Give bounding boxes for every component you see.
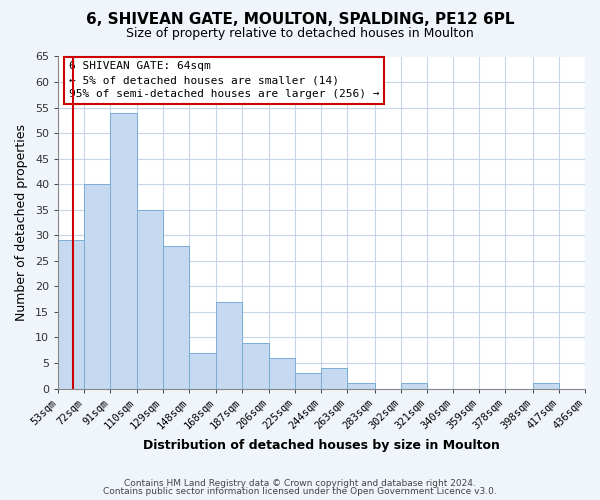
Bar xyxy=(533,384,559,388)
Bar xyxy=(401,384,427,388)
Text: Contains HM Land Registry data © Crown copyright and database right 2024.: Contains HM Land Registry data © Crown c… xyxy=(124,478,476,488)
Bar xyxy=(58,240,84,388)
Bar xyxy=(137,210,163,388)
Text: 6 SHIVEAN GATE: 64sqm
← 5% of detached houses are smaller (14)
95% of semi-detac: 6 SHIVEAN GATE: 64sqm ← 5% of detached h… xyxy=(68,62,379,100)
Text: Contains public sector information licensed under the Open Government Licence v3: Contains public sector information licen… xyxy=(103,487,497,496)
Bar xyxy=(295,373,321,388)
Text: Size of property relative to detached houses in Moulton: Size of property relative to detached ho… xyxy=(126,28,474,40)
X-axis label: Distribution of detached houses by size in Moulton: Distribution of detached houses by size … xyxy=(143,440,500,452)
Bar xyxy=(163,246,189,388)
Text: 6, SHIVEAN GATE, MOULTON, SPALDING, PE12 6PL: 6, SHIVEAN GATE, MOULTON, SPALDING, PE12… xyxy=(86,12,514,28)
Bar xyxy=(347,384,374,388)
Bar xyxy=(321,368,347,388)
Bar xyxy=(110,112,137,388)
Y-axis label: Number of detached properties: Number of detached properties xyxy=(15,124,28,321)
Bar xyxy=(269,358,295,388)
Bar xyxy=(84,184,110,388)
Bar xyxy=(242,342,269,388)
Bar xyxy=(189,353,217,388)
Bar xyxy=(217,302,242,388)
